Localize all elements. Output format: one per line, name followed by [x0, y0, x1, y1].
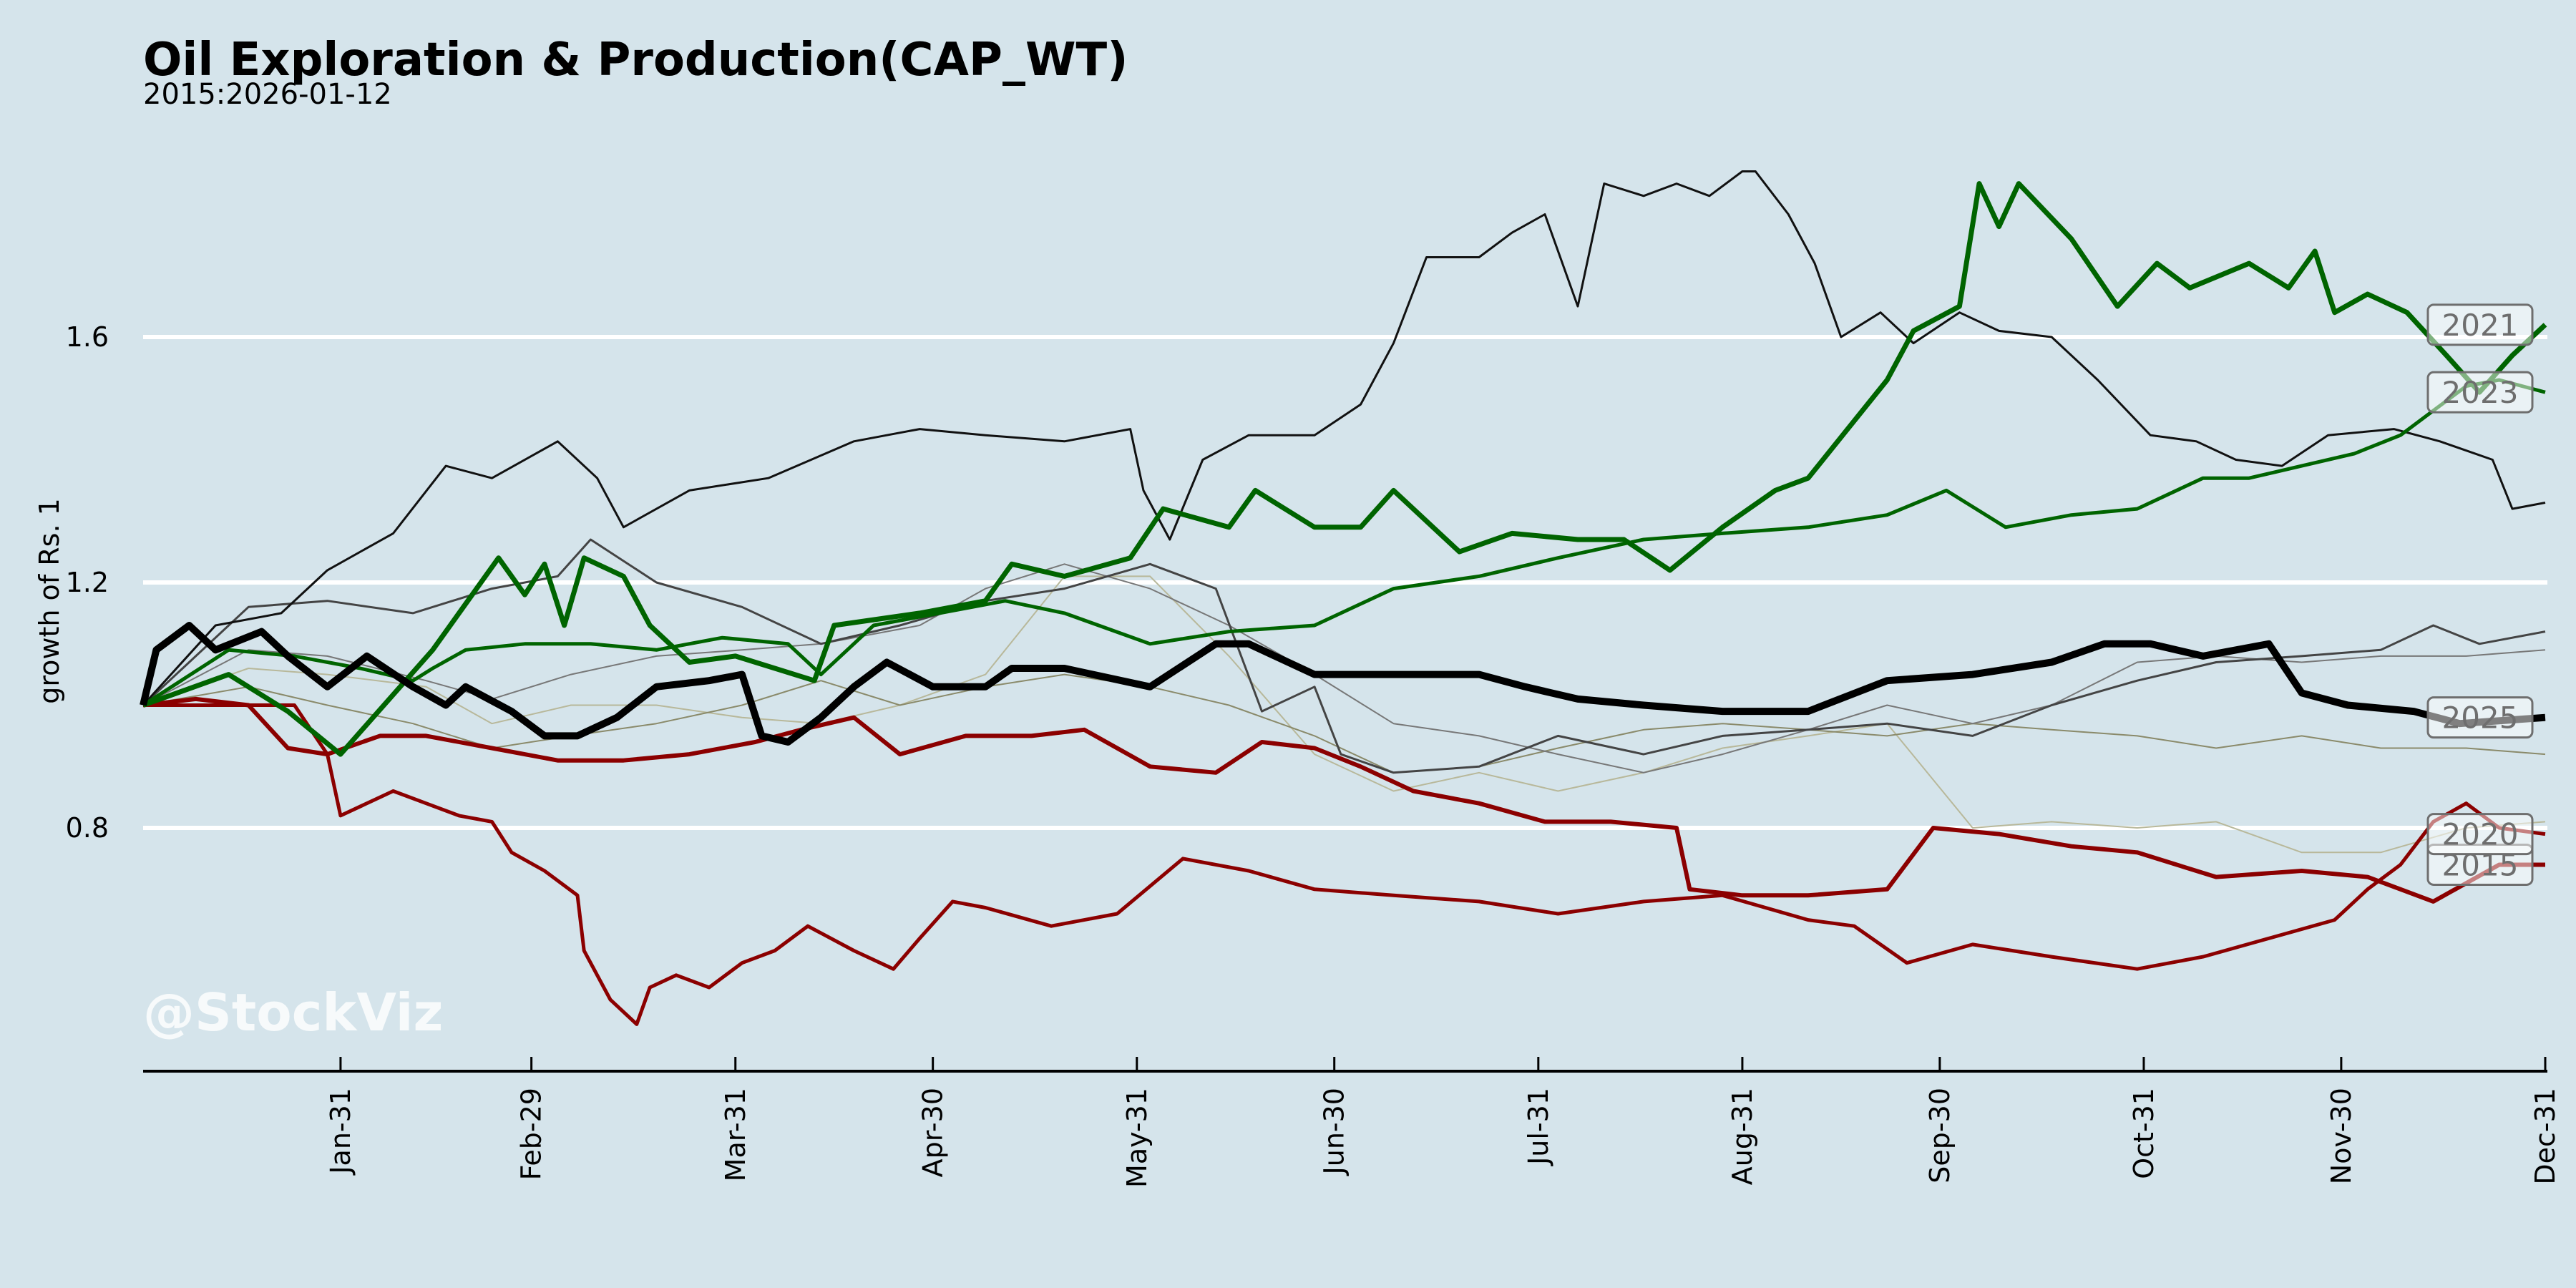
series-label-2021: 2021 [2426, 303, 2534, 346]
label-box [2426, 696, 2534, 739]
series-line [142, 563, 2546, 774]
label-box [2426, 371, 2534, 414]
series-lines [140, 170, 2547, 1026]
y-tick-label: 1.6 [66, 321, 109, 353]
gridlines [143, 335, 2547, 830]
series-label-2020: 2020 [2426, 813, 2534, 856]
series-line [142, 575, 2546, 854]
y-axis-label: growth of Rs. 1 [34, 498, 65, 704]
x-tick-label: Oct-31 [2128, 1088, 2160, 1179]
series-line [142, 170, 2546, 706]
x-tick-label: Aug-31 [1727, 1088, 1758, 1185]
series-line-2025 [140, 622, 2546, 746]
watermark: @StockViz [143, 982, 443, 1043]
label-text: 2021 [2442, 308, 2519, 343]
x-tick-label: Sep-30 [1924, 1088, 1956, 1184]
chart-subtitle: 2015:2026-01-12 [143, 78, 392, 111]
x-tick-label: Apr-30 [917, 1088, 949, 1177]
x-tick-label: Mar-31 [720, 1088, 751, 1181]
series-line-2015 [142, 696, 2545, 904]
series-label-2023: 2023 [2426, 371, 2534, 414]
x-tick-label: Dec-31 [2529, 1088, 2561, 1185]
label-text: 2020 [2442, 817, 2519, 852]
y-ticks: 0.8 1.2 1.6 [66, 321, 109, 844]
label-text: 2023 [2442, 375, 2519, 410]
x-tick-label: Feb-29 [516, 1088, 547, 1180]
label-box [2426, 303, 2534, 346]
x-tick-label: Jun-30 [1319, 1088, 1350, 1176]
x-ticks: Jan-31 Feb-29 Mar-31 Apr-30 May-31 Jun-30 Jul-… [325, 1057, 2561, 1188]
series-line [142, 538, 2546, 774]
series-label-2025: 2025 [2426, 696, 2534, 739]
chart-title: Oil Exploration & Production(CAP_WT) [143, 34, 1128, 87]
series-line-2020 [143, 703, 2546, 1026]
label-text: 2025 [2442, 701, 2519, 736]
series-line-2023 [142, 378, 2546, 707]
y-tick-label: 1.2 [66, 567, 109, 598]
x-tick-label: May-31 [1121, 1088, 1153, 1188]
series-line-2021 [142, 181, 2547, 757]
x-tick-label: Jan-31 [325, 1088, 356, 1176]
x-tick-label: Jul-31 [1523, 1088, 1554, 1166]
x-tick-label: Nov-30 [2326, 1088, 2357, 1184]
label-box [2426, 813, 2534, 856]
y-tick-label: 0.8 [66, 812, 109, 844]
